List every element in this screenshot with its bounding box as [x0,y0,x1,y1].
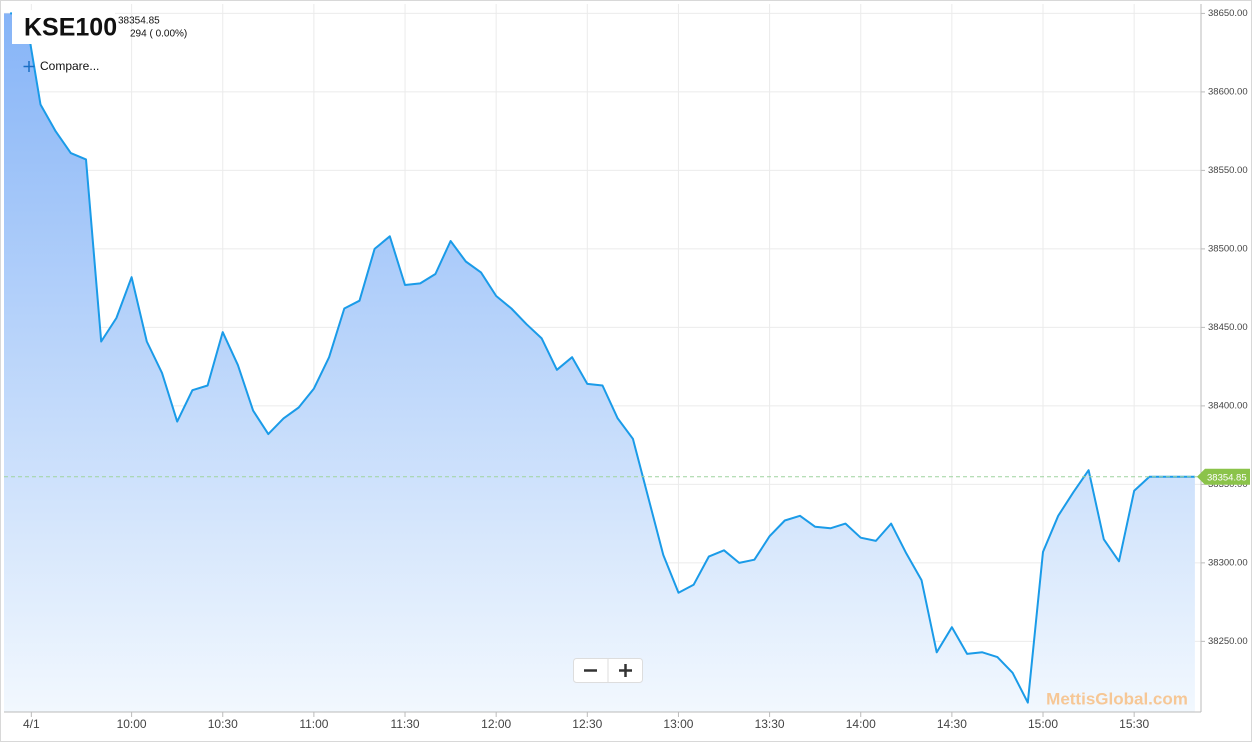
x-tick-label: 15:30 [1119,717,1149,731]
x-tick-label: 12:30 [572,717,602,731]
zoom-controls [573,658,643,683]
x-tick-label: 14:00 [846,717,876,731]
x-tick-label: 4/1 [23,717,40,731]
x-tick-label: 10:00 [117,717,147,731]
x-tick-label: 11:00 [299,717,328,731]
y-tick-label: 38650.00 [1208,8,1248,19]
x-tick-label: 11:30 [390,717,419,731]
y-tick-label: 38550.00 [1208,165,1248,176]
watermark: MettisGlobal.com [1046,689,1188,708]
last-price: 38354.85 [118,16,160,27]
compare-label[interactable]: Compare... [40,59,99,73]
y-tick-label: 38600.00 [1208,86,1248,97]
y-tick-label: 38400.00 [1208,400,1248,411]
last-price-tag-label: 38354.85 [1207,472,1247,483]
compare-button[interactable]: Compare... [23,59,100,73]
last-price-tag [1197,468,1250,485]
x-tick-label: 12:00 [481,717,511,731]
x-tick-label: 13:00 [663,717,693,731]
x-tick-label: 13:30 [755,717,785,731]
y-tick-label: 38300.00 [1208,557,1248,568]
x-tick-label: 15:00 [1028,717,1058,731]
y-tick-label: 38250.00 [1208,636,1248,647]
price-line [10,12,1195,704]
y-tick-label: 38450.00 [1208,322,1248,333]
change: 294 ( 0.00%) [130,29,187,40]
y-tick-label: 38500.00 [1208,243,1248,254]
x-tick-label: 10:30 [208,717,238,731]
zoom-in[interactable] [619,664,632,677]
chart-title: KSE100 [24,14,117,42]
title-box [12,10,115,44]
x-tick-label: 14:30 [937,717,967,731]
